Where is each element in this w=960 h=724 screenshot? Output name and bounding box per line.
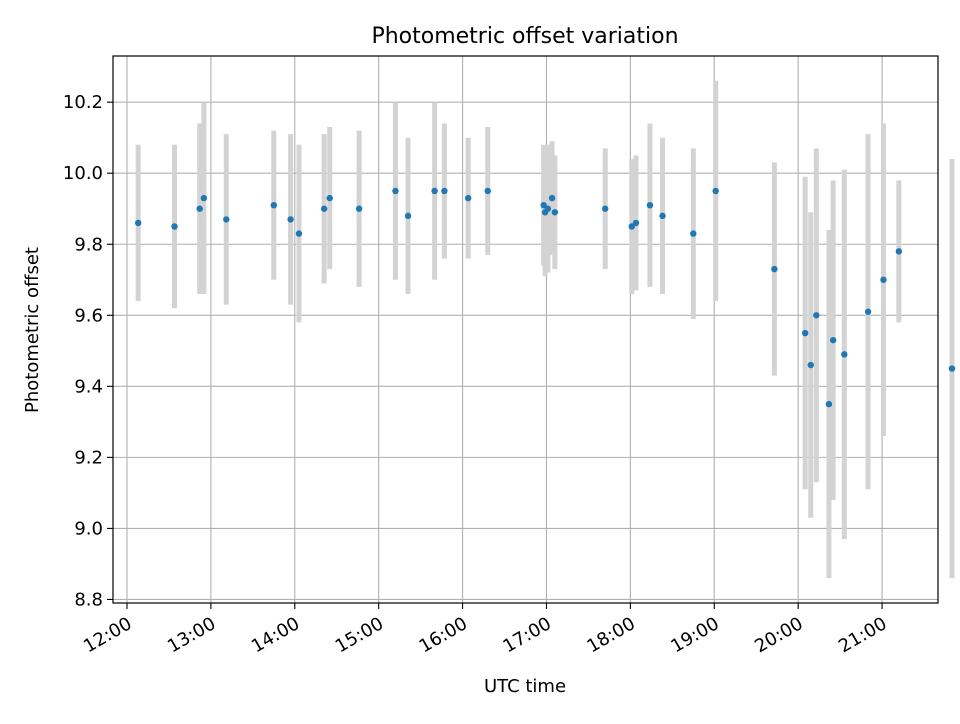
- data-point: [813, 312, 820, 319]
- x-tick-label: 19:00: [667, 613, 722, 657]
- x-tick-label: 15:00: [332, 613, 387, 657]
- y-tick-label: 9.2: [74, 447, 103, 468]
- data-point: [548, 194, 556, 202]
- y-tick-label: 8.8: [74, 589, 103, 610]
- data-point: [484, 187, 491, 195]
- data-point: [632, 219, 640, 227]
- y-axis-label: Photometric offset: [22, 247, 43, 413]
- data-point: [864, 308, 872, 315]
- data-point: [431, 187, 438, 195]
- x-tick-label: 20:00: [751, 613, 806, 657]
- data-point: [196, 205, 203, 212]
- data-point: [829, 336, 837, 344]
- data-point: [646, 201, 654, 209]
- data-point: [355, 205, 363, 212]
- data-point: [134, 219, 142, 227]
- data-point: [326, 194, 333, 202]
- data-point: [712, 187, 719, 195]
- y-tick-label: 9.8: [74, 234, 103, 255]
- y-axis-ticks: 8.8 9.0 9.2 9.4 9.6 9.8 10.0 10.2: [63, 92, 113, 610]
- x-tick-label: 16:00: [416, 613, 471, 657]
- x-tick-label: 18:00: [583, 613, 638, 657]
- x-tick-label: 14:00: [248, 613, 303, 657]
- y-tick-label: 9.4: [74, 376, 103, 397]
- chart-title: Photometric offset variation: [371, 24, 678, 49]
- y-tick-label: 10.2: [63, 92, 103, 113]
- plot-frame: [112, 55, 939, 604]
- data-point: [602, 205, 609, 212]
- data-point: [801, 329, 809, 337]
- data-point: [544, 205, 552, 212]
- data-point: [895, 248, 903, 255]
- data-point: [807, 361, 814, 369]
- x-tick-label: 21:00: [835, 613, 890, 657]
- data-point: [659, 212, 666, 220]
- data-point: [464, 194, 472, 202]
- x-axis-label: UTC time: [484, 676, 566, 697]
- x-axis-ticks: 12:00 13:00 14:00 15:00 16:00 17:00 18:00 19:00…: [80, 603, 891, 657]
- data-point: [880, 276, 887, 283]
- data-point: [540, 201, 547, 209]
- data-point: [551, 209, 559, 216]
- data-point: [771, 265, 778, 273]
- data-point: [441, 187, 448, 195]
- data-point: [200, 194, 208, 202]
- data-point: [287, 216, 294, 223]
- x-tick-label: 13:00: [164, 613, 219, 657]
- data-point: [392, 187, 399, 195]
- data-point: [270, 201, 278, 209]
- data-point: [948, 365, 956, 372]
- data-point: [841, 351, 848, 358]
- x-tick-label: 17:00: [500, 613, 555, 657]
- data-point: [320, 205, 328, 212]
- data-point-layer: [134, 187, 956, 408]
- data-point: [223, 216, 230, 223]
- y-tick-label: 9.0: [74, 518, 103, 539]
- error-bar-layer: [135, 80, 955, 579]
- x-tick-label: 12:00: [80, 613, 135, 657]
- data-point: [628, 223, 635, 230]
- y-tick-label: 9.6: [74, 305, 103, 326]
- data-point: [171, 223, 178, 230]
- data-point: [404, 212, 412, 220]
- data-point: [825, 400, 833, 408]
- data-point: [295, 230, 303, 237]
- data-point: [690, 230, 697, 237]
- y-tick-label: 10.0: [63, 163, 103, 184]
